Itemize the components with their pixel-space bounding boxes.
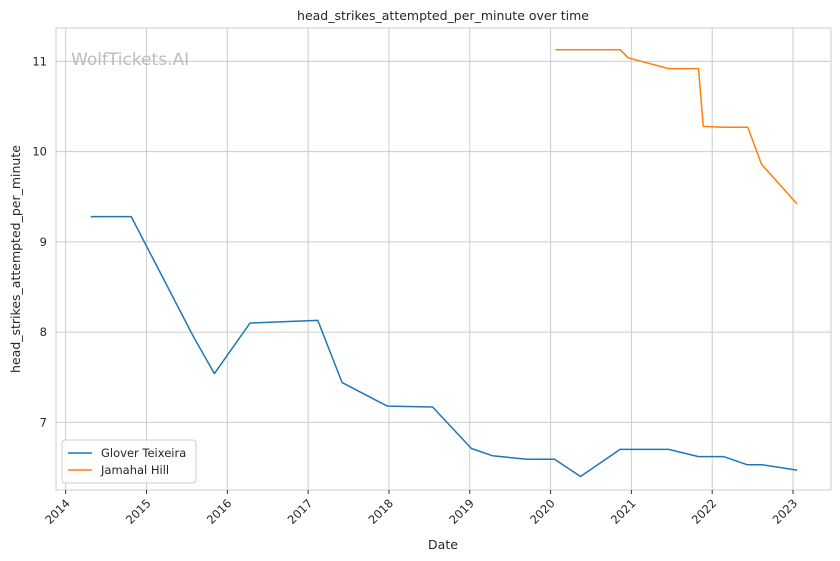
x-axis-label: Date (428, 537, 458, 552)
x-tick-label: 2014 (42, 496, 73, 527)
series-line-2 (555, 48, 798, 205)
plot-area-frame (55, 27, 832, 491)
y-tick-label: 9 (40, 235, 47, 249)
legend: Glover Teixeira Jamahal Hill (61, 439, 197, 484)
y-tick-label: 8 (40, 325, 47, 339)
x-axis-ticks: 2014 2015 2016 2017 2018 2019 2020 2021 2022 2023 (42, 490, 800, 527)
series-group (90, 48, 798, 478)
legend-box (61, 439, 197, 484)
x-tick-label: 2018 (365, 496, 396, 527)
y-tick-label: 11 (32, 54, 47, 68)
x-tick-label: 2021 (608, 496, 639, 527)
chart-title: head_strikes_attempted_per_minute over t… (297, 8, 589, 23)
legend-label: Glover Teixeira (101, 446, 186, 460)
grid (56, 28, 831, 490)
x-tick-label: 2016 (204, 496, 235, 527)
watermark: WolfTickets.AI (71, 50, 189, 70)
legend-label: Jamahal Hill (100, 463, 169, 477)
x-tick-label: 2023 (770, 496, 801, 527)
x-tick-label: 2019 (446, 496, 477, 527)
y-axis-ticks: 7 8 9 10 11 (32, 54, 47, 429)
y-axis-label: head_strikes_attempted_per_minute (8, 145, 23, 373)
y-tick-label: 10 (32, 145, 47, 159)
y-tick-label: 7 (40, 415, 47, 429)
x-tick-label: 2017 (285, 496, 316, 527)
x-tick-label: 2022 (689, 496, 720, 527)
series-line-1 (90, 215, 798, 478)
x-tick-label: 2015 (123, 496, 154, 527)
x-tick-label: 2020 (527, 496, 558, 527)
